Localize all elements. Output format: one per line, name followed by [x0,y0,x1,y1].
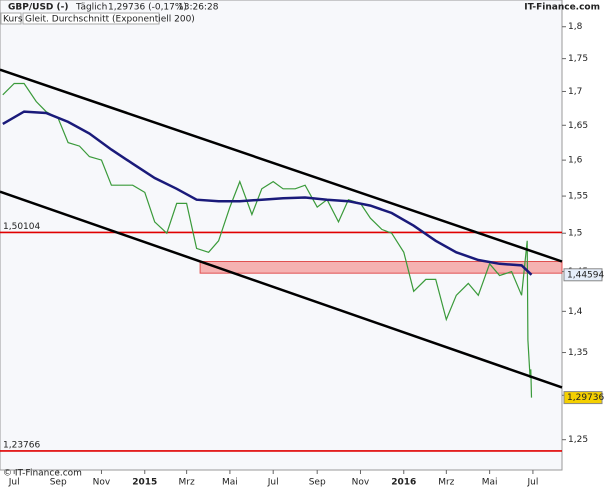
y-tick-label: 1,5 [568,229,582,239]
last-value-label: 1,44594 [567,270,604,280]
x-tick-label: Sep [309,478,326,488]
y-tick-label: 1,4 [568,307,583,317]
legend-entry: Gleit. Durchschnitt (Exponentiell 200) [25,15,195,25]
x-tick-label: Jul [8,478,20,488]
y-tick-label: 1,75 [568,54,588,64]
quote: 1,29736 (-0,17%) [108,3,187,13]
x-tick-label: Nov [352,478,370,488]
time: 13:26:28 [178,3,219,13]
support-zone [199,261,563,274]
y-tick-label: 1,35 [568,348,588,358]
plot [0,68,563,452]
x-tick-label: Nov [93,478,111,488]
x-tick-label: 2016 [391,478,416,488]
symbol: GBP/USD (-) [8,3,69,13]
hline-label: 1,23766 [3,440,40,450]
trend-line [0,68,563,263]
trend-line [0,190,563,389]
series-line [2,110,533,276]
x-tick-label: Mai [482,478,498,488]
legend-box [0,12,22,25]
legend-box [22,12,160,25]
y-tick-label: 1,8 [568,22,583,32]
footer: © IT-Finance.com [3,469,82,479]
x-tick-label: Sep [50,478,67,488]
source: IT-Finance.com [524,3,600,13]
x-tick-label: Jul [267,478,279,488]
x-tick-label: Mrz [438,478,454,488]
x-tick-label: Mai [222,478,238,488]
last-value-box [563,391,603,405]
y-tick-label: 1,6 [568,156,583,166]
plot-area [0,0,563,471]
y-tick-label: 1,7 [568,87,582,97]
y-tick-label: 1,55 [568,192,588,202]
y-tick-label: 1,25 [568,435,588,445]
x-tick-label: 2015 [132,478,157,488]
hline-label: 1,50104 [3,222,40,232]
y-tick-label: 1,65 [568,121,588,131]
x-tick-label: Mrz [179,478,195,488]
last-value-label: 1,29736 [567,393,604,403]
legend-label: Kurs [3,15,23,25]
last-value-box [563,268,603,282]
series-line [2,82,533,398]
x-tick-label: Jul [526,478,538,488]
period: Täglich [75,3,107,13]
